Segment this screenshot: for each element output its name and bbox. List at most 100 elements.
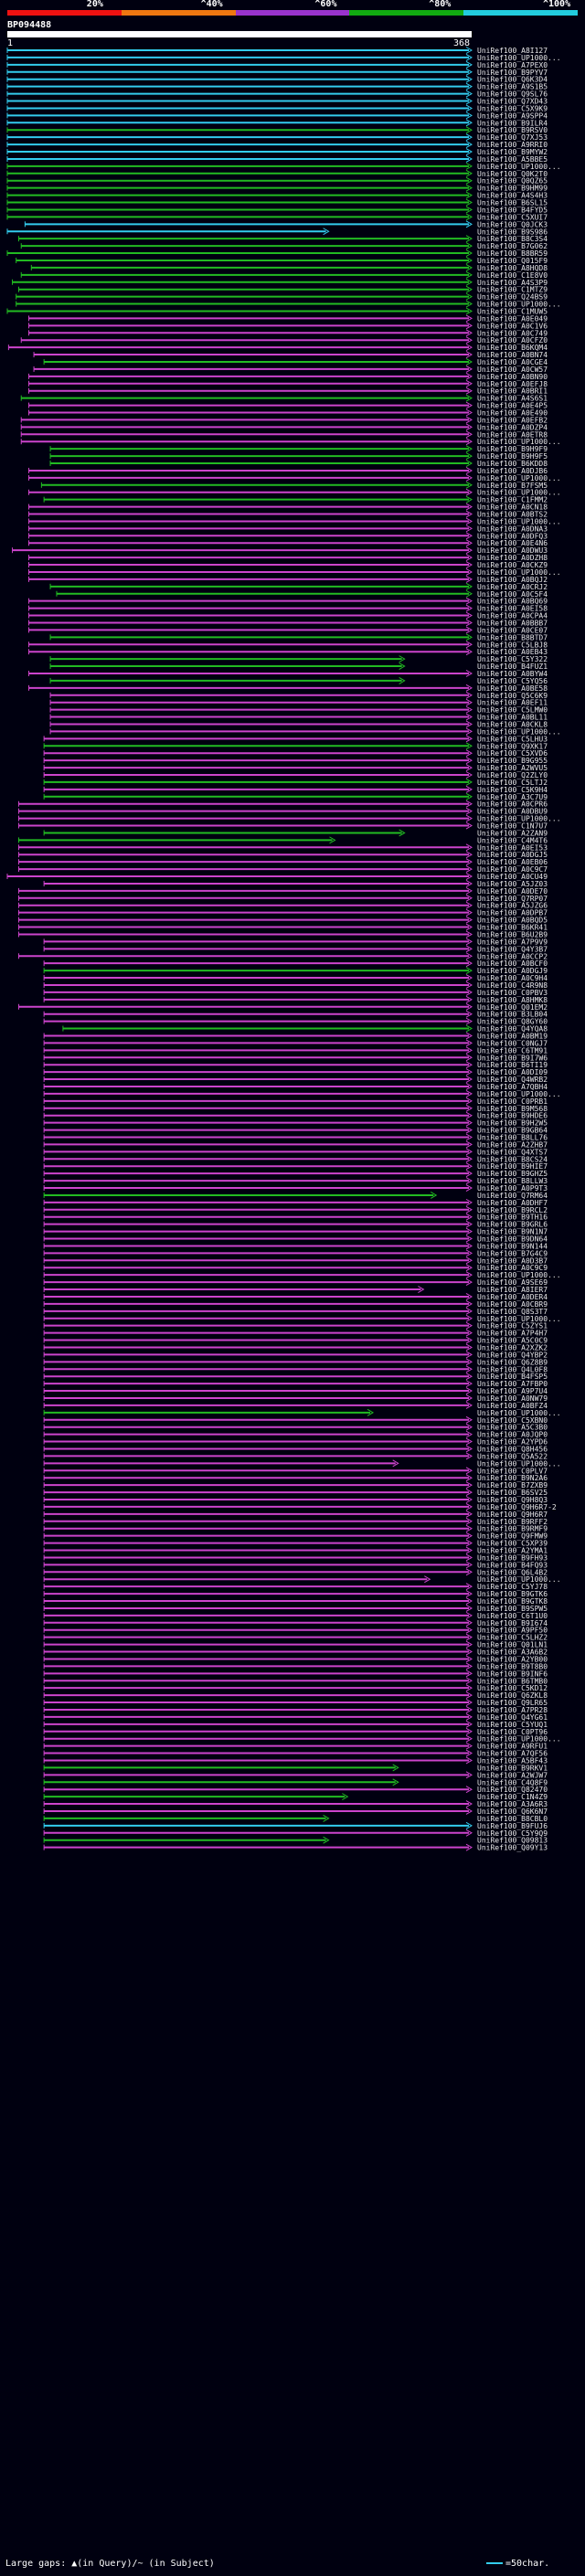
hit-id-label[interactable]: UniRef100_A0BN74 [477, 351, 548, 359]
hit-id-label[interactable]: UniRef100_B9GRL6 [477, 1221, 548, 1229]
hit-row[interactable]: UniRef100_B9FUJ6 [43, 1822, 548, 1830]
hit-id-label[interactable]: UniRef100_A4S4H3 [477, 192, 548, 200]
hit-id-label[interactable]: UniRef100_Q0JCK3 [477, 220, 548, 228]
hit-row[interactable]: UniRef100_A0CKZ9 [28, 561, 548, 569]
hit-id-label[interactable]: UniRef100_A7P9V9 [477, 938, 548, 946]
hit-row[interactable]: UniRef100_Q0QZ65 [6, 177, 548, 186]
hit-id-label[interactable]: UniRef100_A2ZAN9 [477, 829, 548, 837]
hit-row[interactable]: UniRef100_A0BBB7 [28, 619, 548, 627]
hit-id-label[interactable]: UniRef100_B9H9F9 [477, 445, 548, 453]
hit-row[interactable]: UniRef100_Q82470 [43, 1786, 548, 1794]
hit-id-label[interactable]: UniRef100_C5ZYS1 [477, 1322, 548, 1330]
hit-id-label[interactable]: UniRef100_A0E049 [477, 314, 548, 323]
hit-id-label[interactable]: UniRef100_A9SPP4 [477, 111, 548, 120]
hit-id-label[interactable]: UniRef100_A5C0C9 [477, 1337, 548, 1345]
hit-id-label[interactable]: UniRef100_A2ZHB7 [477, 1140, 548, 1149]
hit-row[interactable]: UniRef100_B8LLW3 [43, 1177, 548, 1185]
hit-row[interactable]: UniRef100_A0CGE4 [43, 358, 548, 366]
hit-id-label[interactable]: UniRef100_B9S986 [477, 228, 548, 236]
hit-row[interactable]: UniRef100_B9GTK8 [43, 1597, 548, 1606]
hit-row[interactable]: UniRef100_C5K9H4 [43, 786, 548, 794]
hit-id-label[interactable]: UniRef100_C5Y9Q9 [477, 1829, 548, 1838]
hit-row[interactable]: UniRef100_Q5C6K9 [49, 692, 548, 700]
hit-row[interactable]: UniRef100_B9HM99 [6, 185, 548, 193]
hit-id-label[interactable]: UniRef100_A0C9C7 [477, 865, 548, 874]
hit-id-label[interactable]: UniRef100_B8LLW3 [477, 1177, 548, 1185]
hit-row[interactable]: UniRef100_Q2ZLY0 [43, 771, 548, 779]
hit-row[interactable]: UniRef100_A4S3P9 [12, 279, 548, 287]
hit-id-label[interactable]: UniRef100_B7G4C9 [477, 1249, 548, 1257]
hit-row[interactable]: UniRef100_Q6L4B2 [43, 1568, 548, 1576]
hit-id-label[interactable]: UniRef100_C1MUW5 [477, 307, 548, 315]
hit-row[interactable]: UniRef100_B9MYW2 [6, 148, 548, 156]
hit-id-label[interactable]: UniRef100_A0CE07 [477, 626, 548, 634]
hit-row[interactable]: UniRef100_A8IER7 [43, 1286, 548, 1294]
hit-id-label[interactable]: UniRef100_C5KD12 [477, 1684, 548, 1692]
hit-row[interactable]: UniRef100_UP1000... [28, 568, 561, 577]
hit-id-label[interactable]: UniRef100_B9I674 [477, 1619, 548, 1627]
hit-row[interactable]: UniRef100_A0ETR8 [20, 430, 548, 439]
hit-row[interactable]: UniRef100_UP1000... [28, 517, 561, 525]
hit-row[interactable]: UniRef100_A7P9V9 [43, 938, 548, 946]
hit-id-label[interactable]: UniRef100_Q8S3T7 [477, 1308, 548, 1316]
hit-id-label[interactable]: UniRef100_A9RFU1 [477, 1743, 548, 1751]
hit-row[interactable]: UniRef100_Q9H6R7 [43, 1511, 548, 1519]
hit-row[interactable]: UniRef100_A7QF56 [43, 1750, 548, 1758]
hit-row[interactable]: UniRef100_A0CPA4 [28, 612, 548, 620]
hit-id-label[interactable]: UniRef100_A0DJB6 [477, 467, 548, 475]
hit-id-label[interactable]: UniRef100_A5C3B0 [477, 1424, 548, 1432]
hit-id-label[interactable]: UniRef100_A0D3B7 [477, 1256, 548, 1265]
hit-id-label[interactable]: UniRef100_A0BL11 [477, 714, 548, 722]
hit-row[interactable]: UniRef100_B9T8B0 [43, 1662, 548, 1670]
hit-id-label[interactable]: UniRef100_Q7RP07 [477, 895, 548, 903]
hit-id-label[interactable]: UniRef100_UP1000... [477, 163, 561, 171]
hit-row[interactable]: UniRef100_A0BE58 [28, 684, 548, 693]
hit-id-label[interactable]: UniRef100_Q01LN1 [477, 1641, 548, 1649]
hit-row[interactable]: UniRef100_A0BN90 [28, 373, 548, 381]
hit-id-label[interactable]: UniRef100_Q4YQA8 [477, 1025, 548, 1034]
hit-row[interactable]: UniRef100_A9PF50 [43, 1627, 548, 1635]
hit-row[interactable]: UniRef100_A7PR28 [43, 1706, 548, 1714]
hit-id-label[interactable]: UniRef100_A0BQD5 [477, 917, 548, 925]
hit-id-label[interactable]: UniRef100_Q9LR65 [477, 1699, 548, 1707]
hit-row[interactable]: UniRef100_B9N1N7 [43, 1228, 548, 1236]
hit-id-label[interactable]: UniRef100_Q5C6K9 [477, 692, 548, 700]
hit-row[interactable]: UniRef100_Q6Z8B9 [43, 1358, 548, 1366]
hit-id-label[interactable]: UniRef100_A0EF11 [477, 699, 548, 707]
hit-row[interactable]: UniRef100_A0EF11 [49, 699, 548, 707]
hit-id-label[interactable]: UniRef100_A0DWU3 [477, 546, 548, 555]
hit-id-label[interactable]: UniRef100_C0NGJ7 [477, 1039, 548, 1047]
hit-row[interactable]: UniRef100_A0CFZ0 [20, 336, 548, 345]
hit-row[interactable]: UniRef100_A2ZHB7 [43, 1140, 548, 1149]
hit-row[interactable]: UniRef100_C1E8V0 [20, 271, 548, 280]
hit-row[interactable]: UniRef100_B8CBL0 [43, 1815, 548, 1823]
hit-row[interactable]: UniRef100_C4R9N8 [43, 981, 548, 990]
hit-row[interactable]: UniRef100_B9RKV1 [43, 1764, 548, 1772]
hit-id-label[interactable]: UniRef100_B6KR41 [477, 924, 548, 932]
hit-id-label[interactable]: UniRef100_UP1000... [477, 489, 561, 497]
hit-row[interactable]: UniRef100_C5YQ56 [49, 677, 548, 685]
hit-id-label[interactable]: UniRef100_A0EB06 [477, 858, 548, 866]
hit-id-label[interactable]: UniRef100_C1N7U7 [477, 822, 548, 831]
hit-row[interactable]: UniRef100_B9PYV7 [6, 69, 548, 77]
hit-id-label[interactable]: UniRef100_A7FBP0 [477, 1380, 548, 1388]
hit-id-label[interactable]: UniRef100_B8LL76 [477, 1134, 548, 1142]
hit-row[interactable]: UniRef100_Q01EM2 [17, 1003, 548, 1012]
hit-id-label[interactable]: UniRef100_Q0QZ65 [477, 177, 548, 186]
hit-row[interactable]: UniRef100_B8C3S4 [17, 235, 548, 243]
hit-id-label[interactable]: UniRef100_A2YMA1 [477, 1547, 548, 1555]
hit-id-label[interactable]: UniRef100_A0CW57 [477, 366, 548, 374]
hit-id-label[interactable]: UniRef100_Q24BS9 [477, 293, 548, 302]
hit-row[interactable]: UniRef100_B9S986 [6, 228, 548, 236]
hit-id-label[interactable]: UniRef100_A0BQJ2 [477, 576, 548, 584]
hit-id-label[interactable]: UniRef100_Q7XD43 [477, 98, 548, 106]
hit-id-label[interactable]: UniRef100_A5JZ03 [477, 880, 548, 888]
hit-id-label[interactable]: UniRef100_A0CBR9 [477, 1300, 548, 1309]
hit-row[interactable]: UniRef100_Q015F9 [16, 257, 548, 265]
hit-row[interactable]: UniRef100_A9SPP4 [6, 111, 548, 120]
hit-id-label[interactable]: UniRef100_A0EB43 [477, 648, 548, 656]
hit-row[interactable]: UniRef100_A0DER4 [43, 1293, 548, 1301]
hit-row[interactable]: UniRef100_C5Y9Q9 [43, 1829, 548, 1838]
hit-row[interactable]: UniRef100_C0PRB1 [43, 1097, 548, 1106]
hit-row[interactable]: UniRef100_UP1000... [43, 1409, 561, 1417]
